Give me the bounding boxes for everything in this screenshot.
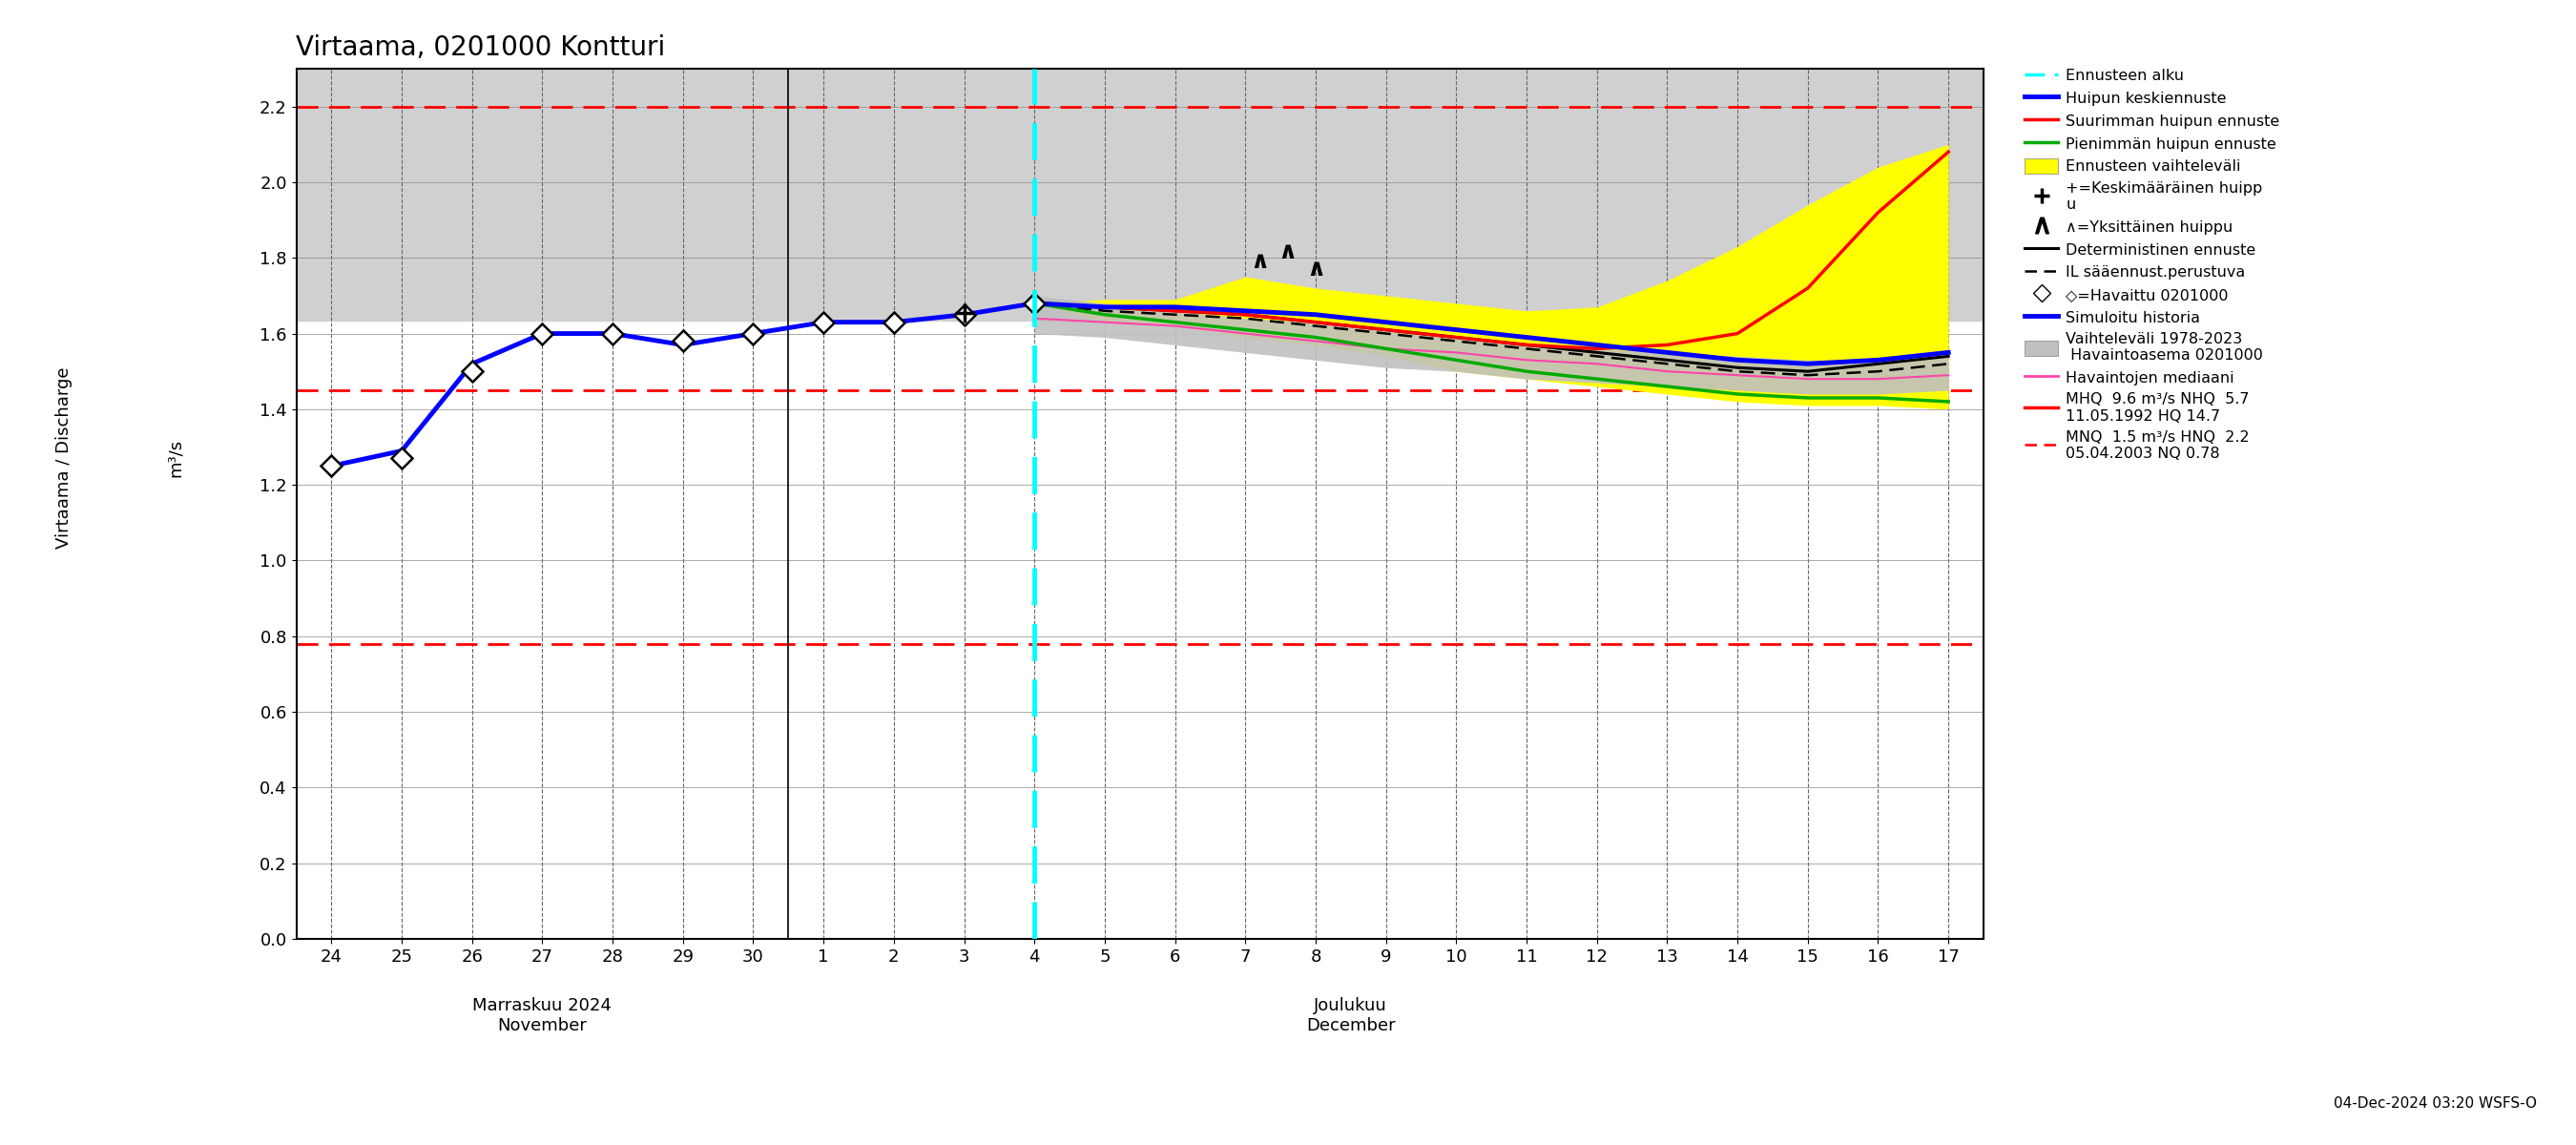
Text: ∧: ∧	[1306, 258, 1324, 281]
Text: ∧: ∧	[1249, 250, 1270, 273]
Text: 04-Dec-2024 03:20 WSFS-O: 04-Dec-2024 03:20 WSFS-O	[2334, 1097, 2537, 1111]
Bar	[296, 0, 1984, 321]
Text: ∧: ∧	[1278, 240, 1298, 263]
Text: Marraskuu 2024
November: Marraskuu 2024 November	[474, 997, 613, 1035]
Text: Joulukuu
December: Joulukuu December	[1306, 997, 1396, 1035]
Legend: Ennusteen alku, Huipun keskiennuste, Suurimman huipun ennuste, Pienimmän huipun : Ennusteen alku, Huipun keskiennuste, Suu…	[2025, 68, 2280, 461]
Text: Virtaama, 0201000 Kontturi: Virtaama, 0201000 Kontturi	[296, 34, 665, 61]
Text: Virtaama / Discharge: Virtaama / Discharge	[57, 368, 72, 548]
Text: m³/s: m³/s	[167, 439, 183, 477]
